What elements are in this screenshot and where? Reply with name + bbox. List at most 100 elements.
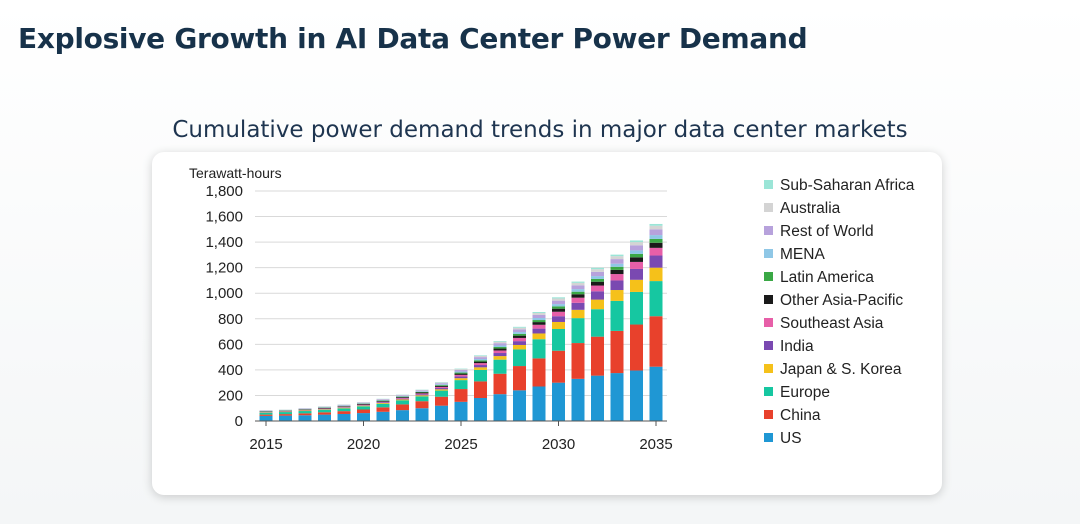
bar-segment bbox=[571, 309, 585, 319]
legend-swatch bbox=[764, 203, 773, 212]
bar-segment bbox=[337, 406, 351, 408]
legend-label: India bbox=[780, 338, 814, 355]
bar-segment bbox=[610, 373, 624, 421]
bar-segment bbox=[532, 324, 546, 329]
bar-segment bbox=[610, 300, 624, 331]
bar-segment bbox=[513, 390, 526, 421]
bar-segment bbox=[454, 370, 468, 372]
bar-segment bbox=[357, 409, 370, 414]
y-tick-label: 1,800 bbox=[205, 183, 243, 200]
bar-segment bbox=[435, 396, 448, 406]
bar-segment bbox=[357, 402, 370, 404]
bar-segment bbox=[376, 401, 390, 403]
legend-swatch bbox=[764, 410, 773, 419]
bar-segment bbox=[610, 266, 624, 270]
legend-label: Rest of World bbox=[780, 223, 874, 240]
bar-segment bbox=[376, 400, 390, 401]
bar-segment bbox=[357, 405, 370, 406]
bar-segment bbox=[396, 399, 409, 401]
bar-segment bbox=[415, 401, 429, 409]
bar-segment bbox=[415, 389, 429, 391]
bar-segment bbox=[591, 269, 604, 272]
bar-segment bbox=[435, 386, 448, 389]
bar-segment bbox=[571, 302, 585, 310]
bar-segment bbox=[454, 378, 468, 381]
x-tick-label: 2025 bbox=[444, 436, 477, 453]
bar-segment bbox=[415, 394, 429, 396]
bar-segment bbox=[454, 368, 468, 370]
bar-segment bbox=[493, 345, 507, 348]
bar-segment bbox=[513, 327, 526, 330]
bar-segment bbox=[591, 278, 604, 282]
bar-segment bbox=[474, 360, 487, 362]
bar-segment bbox=[649, 229, 663, 236]
bar-segment bbox=[493, 353, 507, 357]
bar-segment bbox=[415, 393, 429, 395]
bar-segment bbox=[591, 276, 604, 279]
bar-segment bbox=[532, 318, 546, 321]
bar-segment bbox=[493, 348, 507, 351]
y-tick-label: 0 bbox=[235, 413, 243, 430]
bar-segment bbox=[532, 314, 546, 319]
bar-segment bbox=[337, 407, 351, 408]
legend-swatch bbox=[764, 364, 773, 373]
bar-segment bbox=[318, 414, 331, 421]
legend-label: Europe bbox=[780, 384, 830, 401]
bar-segment bbox=[415, 395, 429, 397]
bar-segment bbox=[591, 281, 604, 286]
legend-label: Latin America bbox=[780, 269, 874, 286]
bar-segment bbox=[610, 269, 624, 275]
bar-segment bbox=[630, 253, 643, 258]
bar-segment bbox=[571, 343, 585, 379]
bar-segment bbox=[552, 297, 565, 299]
bar-segment bbox=[357, 404, 370, 405]
bar-segment bbox=[298, 411, 312, 414]
bar-segment bbox=[337, 404, 351, 406]
bar-segment bbox=[415, 390, 429, 392]
y-tick-label: 200 bbox=[218, 387, 243, 404]
bar-segment bbox=[513, 333, 526, 336]
bar-segment bbox=[376, 401, 390, 402]
legend-label: Sub-Saharan Africa bbox=[780, 177, 915, 194]
bar-segment bbox=[279, 414, 292, 416]
bar-segment bbox=[493, 356, 507, 360]
bar-segment bbox=[571, 297, 585, 303]
bar-segment bbox=[337, 407, 351, 409]
bar-segment bbox=[454, 401, 468, 421]
bar-segment bbox=[415, 391, 429, 392]
legend-swatch bbox=[764, 295, 773, 304]
y-tick-label: 1,200 bbox=[205, 260, 243, 277]
bar-segment bbox=[552, 308, 565, 312]
bar-segment bbox=[513, 366, 526, 391]
gridlines bbox=[255, 190, 667, 396]
legend-label: Japan & S. Korea bbox=[780, 361, 902, 378]
bar-segment bbox=[630, 242, 643, 246]
bar-segment bbox=[649, 247, 663, 256]
bar-segment bbox=[649, 225, 663, 230]
bar-segment bbox=[357, 405, 370, 407]
bar-segment bbox=[571, 285, 585, 290]
legend-label: Australia bbox=[780, 200, 841, 217]
bar-segment bbox=[298, 413, 312, 416]
bar-segment bbox=[649, 242, 663, 248]
bar-segment bbox=[610, 263, 624, 267]
bars bbox=[259, 223, 663, 421]
bar-segment bbox=[474, 367, 487, 370]
bar-segment bbox=[396, 398, 409, 400]
bar-segment bbox=[376, 402, 390, 404]
bar-segment bbox=[571, 291, 585, 295]
slide-title: Explosive Growth in AI Data Center Power… bbox=[18, 22, 808, 55]
bar-segment bbox=[435, 405, 448, 421]
bar-segment bbox=[630, 261, 643, 269]
bar-segment bbox=[630, 324, 643, 371]
bar-segment bbox=[318, 409, 331, 413]
bar-segment bbox=[454, 376, 468, 379]
bar-segment bbox=[649, 366, 663, 421]
bar-segment bbox=[357, 404, 370, 406]
bar-segment bbox=[552, 329, 565, 351]
bar-segment bbox=[552, 306, 565, 309]
bar-segment bbox=[630, 268, 643, 280]
bar-segment bbox=[435, 382, 448, 384]
bar-segment bbox=[474, 363, 487, 366]
bar-segment bbox=[610, 254, 624, 257]
